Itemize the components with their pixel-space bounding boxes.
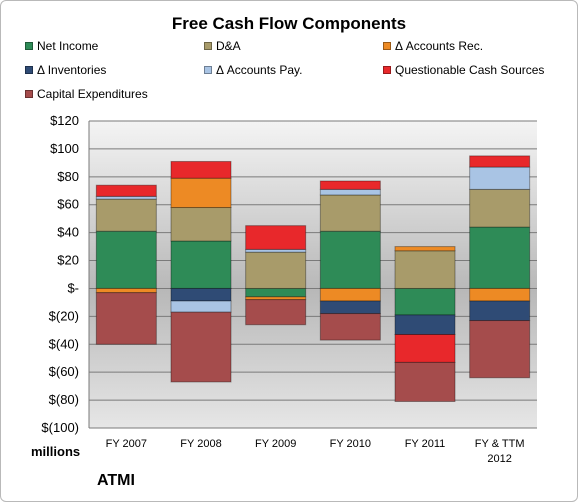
legend-swatch [25, 42, 33, 50]
bar-segment [319, 300, 381, 315]
bar-segment [319, 194, 381, 232]
bar-segment [319, 180, 381, 190]
x-tick-label: FY 2007 [106, 438, 147, 450]
legend-swatch [204, 66, 212, 74]
legend-swatch [383, 42, 391, 50]
bar-segment [394, 334, 456, 363]
legend-label: Δ Inventories [37, 63, 107, 77]
legend-item: D&A [204, 39, 241, 53]
unit-label: millions [31, 444, 81, 459]
legend-item: Net Income [25, 39, 98, 53]
bar-segment [245, 251, 307, 289]
legend-item: Capital Expenditures [25, 87, 148, 101]
bar-segment [469, 300, 531, 322]
bar-segment [394, 361, 456, 402]
plot-background [89, 121, 537, 428]
bar-segment [319, 188, 381, 196]
bar-segment [469, 188, 531, 228]
bar-segment [469, 155, 531, 168]
x-tick-label: 2012 [487, 453, 511, 465]
bar-segment [170, 300, 232, 313]
legend-swatch [204, 42, 212, 50]
legend-item: Questionable Cash Sources [383, 63, 544, 77]
legend-item: Δ Accounts Pay. [204, 63, 303, 77]
y-tick-label: $- [67, 280, 79, 295]
bar-segment [95, 230, 157, 289]
bar-segment [319, 230, 381, 289]
y-tick-label: $120 [50, 113, 79, 128]
legend-label: Net Income [37, 39, 99, 53]
y-tick-label: $(40) [49, 336, 79, 351]
bar-segment [394, 250, 456, 289]
bar-segment [394, 246, 456, 252]
y-tick-label: $20 [57, 253, 79, 268]
x-tick-label: FY & TTM [475, 438, 525, 450]
y-tick-label: $40 [57, 225, 79, 240]
legend-label: Δ Accounts Pay. [216, 63, 303, 77]
bar-segment [170, 177, 232, 209]
bar-segment [95, 184, 157, 197]
bar-segment [319, 313, 381, 341]
bar-segment [95, 198, 157, 232]
legend-label: Δ Accounts Rec. [395, 39, 484, 53]
bar-segment [469, 320, 531, 379]
x-tick-label: FY 2010 [330, 438, 371, 450]
legend-swatch [383, 66, 391, 74]
y-tick-label: $(100) [41, 420, 79, 435]
bar-segment [394, 287, 456, 316]
bar-segment [95, 292, 157, 345]
bar-segment [170, 287, 232, 302]
bar-segment [394, 314, 456, 336]
y-tick-label: $60 [57, 197, 79, 212]
bar-segment [319, 287, 381, 302]
bar-segment [469, 166, 531, 190]
y-tick-label: $(60) [49, 364, 79, 379]
bar-segment [245, 287, 307, 298]
y-tick-label: $100 [50, 141, 79, 156]
bar-segment [170, 311, 232, 383]
legend-item: Δ Accounts Rec. [383, 39, 483, 53]
x-tick-label: FY 2011 [405, 438, 446, 450]
legend-swatch [25, 66, 33, 74]
company-label: ATMI [97, 472, 135, 489]
chart-title: Free Cash Flow Components [171, 14, 407, 33]
bar-segment [170, 207, 232, 242]
y-tick-label: $(20) [49, 308, 79, 323]
bar-segment [170, 160, 232, 179]
legend-label: D&A [216, 39, 241, 53]
bar-segment [170, 240, 232, 289]
bar-segment [245, 299, 307, 326]
x-tick-label: FY 2009 [255, 438, 296, 450]
legend-item: Δ Inventories [25, 63, 106, 77]
y-tick-label: $80 [57, 169, 79, 184]
legend-swatch [25, 90, 33, 98]
bar-segment [469, 226, 531, 289]
bar-segment [245, 225, 307, 250]
legend-label: Questionable Cash Sources [395, 63, 545, 77]
bar-segment [469, 287, 531, 302]
bar-segment [95, 287, 157, 294]
legend-label: Capital Expenditures [37, 87, 148, 101]
y-tick-label: $(80) [49, 392, 79, 407]
x-tick-label: FY 2008 [180, 438, 221, 450]
